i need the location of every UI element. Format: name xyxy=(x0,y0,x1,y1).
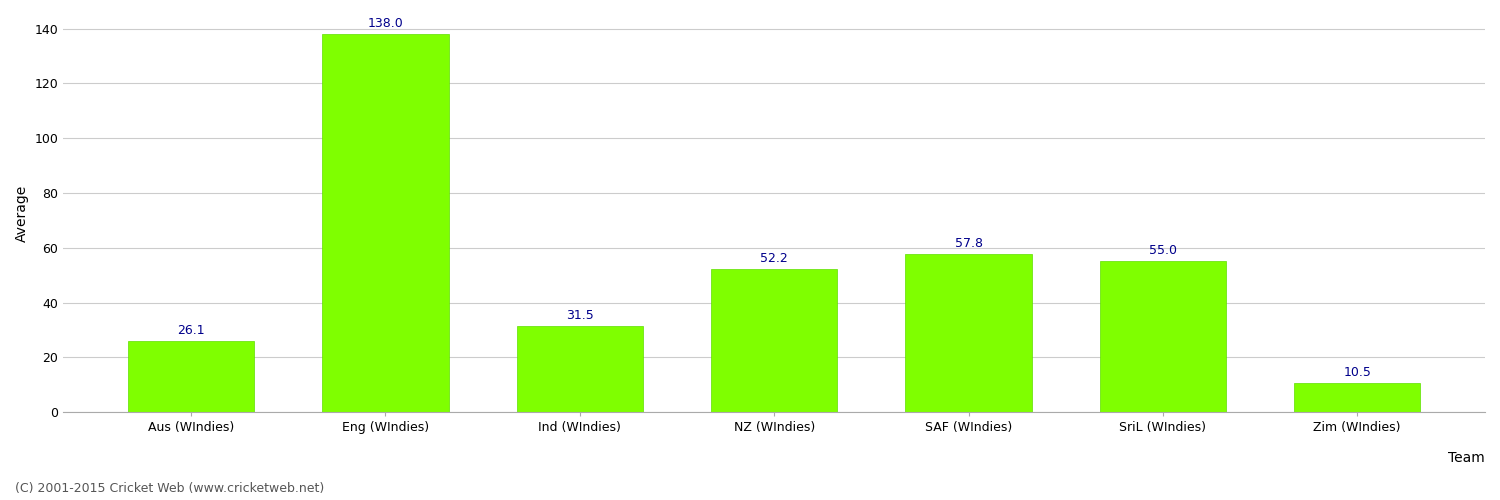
Text: 55.0: 55.0 xyxy=(1149,244,1178,258)
Text: 31.5: 31.5 xyxy=(566,308,594,322)
Bar xyxy=(128,340,254,412)
Text: 26.1: 26.1 xyxy=(177,324,206,336)
Text: Team: Team xyxy=(1448,451,1485,465)
Text: 57.8: 57.8 xyxy=(954,236,982,250)
Text: 52.2: 52.2 xyxy=(760,252,788,265)
Text: 10.5: 10.5 xyxy=(1344,366,1371,379)
Bar xyxy=(322,34,448,412)
Bar xyxy=(711,269,837,412)
Text: (C) 2001-2015 Cricket Web (www.cricketweb.net): (C) 2001-2015 Cricket Web (www.cricketwe… xyxy=(15,482,324,495)
Text: 138.0: 138.0 xyxy=(368,17,404,30)
Y-axis label: Average: Average xyxy=(15,185,28,242)
Bar xyxy=(1100,262,1226,412)
Bar xyxy=(516,326,644,412)
Bar xyxy=(1294,384,1420,412)
Bar xyxy=(906,254,1032,412)
